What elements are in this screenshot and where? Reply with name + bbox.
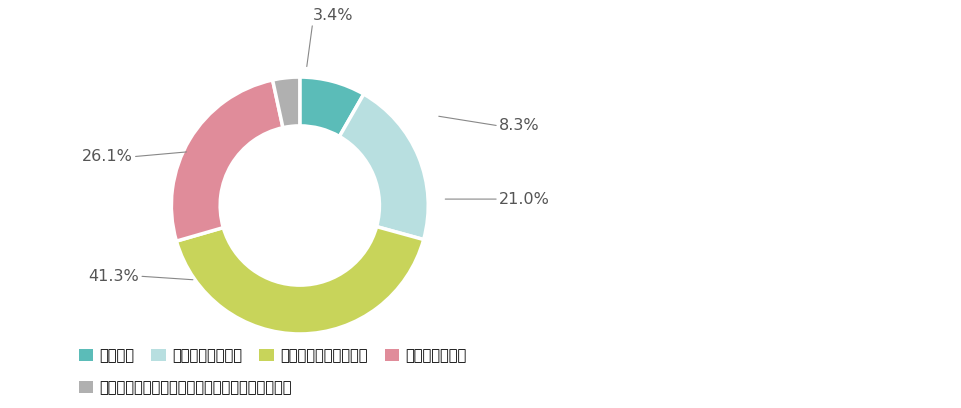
Text: 26.1%: 26.1%: [82, 149, 133, 164]
Text: 41.3%: 41.3%: [88, 268, 139, 284]
Wedge shape: [176, 226, 423, 334]
Text: 3.4%: 3.4%: [312, 8, 353, 23]
Text: 21.0%: 21.0%: [499, 192, 549, 206]
Wedge shape: [300, 77, 363, 136]
Wedge shape: [272, 77, 300, 128]
Wedge shape: [171, 80, 283, 241]
Text: 8.3%: 8.3%: [499, 118, 539, 133]
Legend: 今後の仕事や働くことについて考えたことがない: 今後の仕事や働くことについて考えたことがない: [73, 374, 297, 401]
Wedge shape: [339, 94, 428, 239]
